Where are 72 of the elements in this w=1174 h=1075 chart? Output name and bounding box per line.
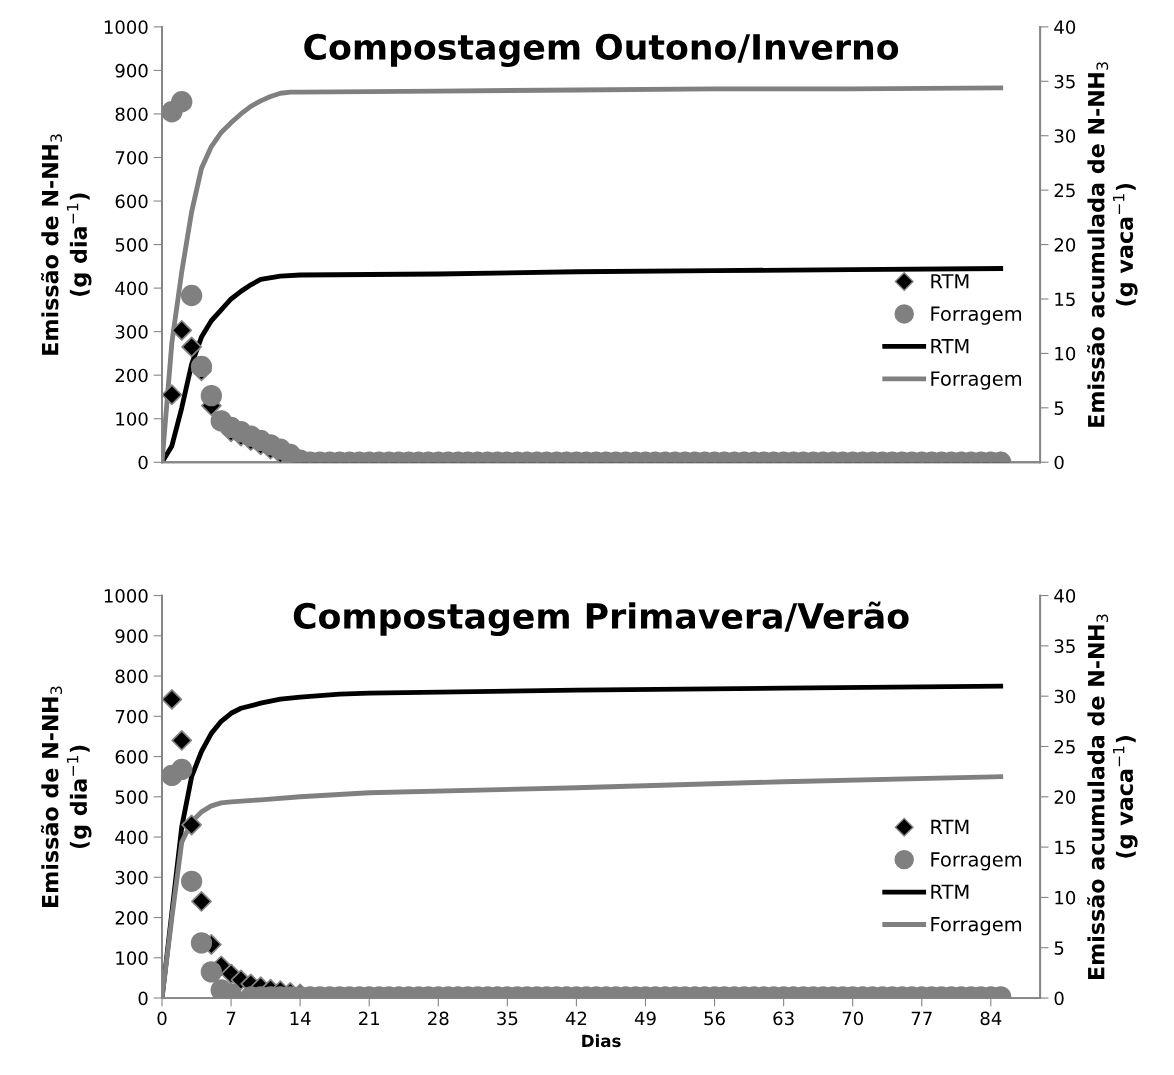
text: Emissão de N-NH$_{3}$ (g dia$^{−1}$) [40, 686, 92, 907]
point [162, 688, 183, 710]
x-tick-label: 0 [157, 1011, 167, 1026]
y2-tick-label: 35 [1054, 74, 1075, 89]
y2-tick-label: 40 [1054, 589, 1076, 603]
y-tick-label: 100 [116, 951, 148, 965]
text: Emissão de N-NH$_{3}$ (g dia$^{−1}$) [40, 134, 92, 355]
x-tick-label: 21 [359, 1011, 380, 1025]
y2-tick-label: 5 [1054, 401, 1064, 415]
x-tick-label: 63 [773, 1011, 794, 1026]
y-tick-label: 600 [115, 194, 148, 209]
x-tick-label: 7 [226, 1011, 236, 1025]
y-tick-label: 900 [115, 63, 148, 78]
y-tick-label: 800 [115, 107, 148, 122]
y-tick-label: 600 [115, 750, 148, 764]
x-tick-label: 70 [842, 1011, 863, 1026]
point [191, 891, 212, 912]
y2-tick-label: 25 [1054, 183, 1075, 198]
y2-tick-label: 35 [1054, 639, 1075, 653]
legend-label: Forragem [931, 371, 1022, 390]
x-tick-label: 49 [634, 1011, 656, 1026]
legend-label: Forragem [931, 917, 1022, 936]
legend-label: RTM [931, 819, 969, 835]
x-tick-label: 28 [428, 1011, 449, 1026]
legend-label: RTM [931, 274, 969, 289]
legend-label: Forragem [931, 306, 1022, 325]
y-tick-label: 200 [115, 910, 148, 925]
y-tick-label: 0 [138, 991, 148, 1006]
y2-tick-label: 15 [1055, 840, 1075, 855]
y-tick-label: 300 [115, 870, 148, 885]
text: Emissão acumulada de N-NH$_{3}$ (g vaca$^{−1}$) [1087, 62, 1138, 427]
y-tick-label: 400 [115, 281, 148, 296]
x-tick-label: 35 [497, 1011, 518, 1026]
y-tick-label: 900 [115, 629, 148, 643]
point [171, 730, 193, 751]
y-tick-label: 800 [115, 669, 148, 684]
y-tick-label: 0 [138, 455, 148, 470]
x-tick-label: 56 [704, 1011, 725, 1026]
y2-tick-label: 0 [1054, 455, 1064, 470]
y2-tick-label: 30 [1054, 689, 1076, 704]
x-tick-label: 42 [565, 1011, 587, 1025]
x-axis-title: Dias [582, 1034, 621, 1048]
y-tick-label: 400 [115, 830, 148, 845]
x-tick-label: 77 [911, 1011, 932, 1025]
y-tick-label: 700 [115, 150, 148, 165]
y2-tick-label: 15 [1055, 292, 1075, 307]
x-tick-label: 14 [290, 1011, 311, 1025]
y2-tick-label: 5 [1054, 941, 1064, 955]
y2-tick-label: 20 [1054, 238, 1076, 252]
y-tick-label: 1000 [104, 589, 148, 603]
y2-tick-label: 30 [1054, 129, 1076, 143]
y-tick-label: 100 [116, 412, 148, 426]
y-tick-label: 300 [115, 325, 148, 339]
text: Emissão acumulada de N-NH$_{3}$ (g vaca$^{−1}$) [1087, 614, 1138, 980]
chart-title: Compostagem Primavera/Verão [293, 601, 909, 637]
y-tick-label: 700 [115, 709, 148, 724]
y2-tick-label: 0 [1054, 991, 1064, 1006]
legend-label: RTM [931, 884, 969, 899]
y-tick-label: 500 [115, 238, 148, 252]
chart-title: Compostagem Outono/Inverno [304, 33, 899, 68]
y-tick-label: 500 [115, 790, 148, 804]
y-tick-label: 200 [115, 368, 148, 383]
y2-tick-label: 10 [1055, 346, 1076, 361]
y2-tick-label: 25 [1054, 739, 1075, 754]
y2-tick-label: 10 [1055, 890, 1076, 905]
point [181, 814, 203, 836]
y2-tick-label: 40 [1054, 20, 1076, 34]
y2-tick-label: 20 [1054, 790, 1076, 804]
legend-label: RTM [931, 339, 969, 354]
x-tick-label: 84 [980, 1011, 1002, 1026]
legend-label: Forragem [931, 852, 1022, 871]
y-tick-label: 1000 [104, 20, 148, 34]
